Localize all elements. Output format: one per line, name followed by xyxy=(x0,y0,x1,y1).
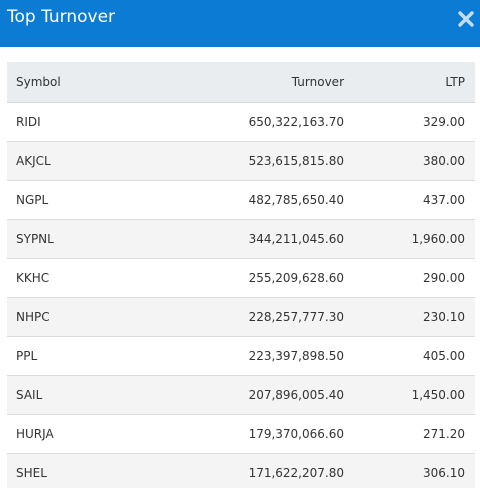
table-row[interactable]: RIDI 650,322,163.70 329.00 xyxy=(7,102,475,142)
table-row[interactable]: HURJA 179,370,066.60 271.20 xyxy=(7,414,475,454)
cell-ltp: 405.00 xyxy=(347,336,475,376)
column-header-turnover[interactable]: Turnover xyxy=(157,62,347,103)
table-row[interactable]: SYPNL 344,211,045.60 1,960.00 xyxy=(7,219,475,259)
cell-symbol: NHPC xyxy=(7,297,157,337)
modal-title: Top Turnover xyxy=(7,7,116,27)
table-row[interactable]: KKHC 255,209,628.60 290.00 xyxy=(7,258,475,298)
cell-turnover: 179,370,066.60 xyxy=(157,414,347,454)
column-header-symbol[interactable]: Symbol xyxy=(7,62,157,103)
cell-symbol: SAIL xyxy=(7,375,157,415)
cell-ltp: 380.00 xyxy=(347,141,475,181)
table-row[interactable]: NHPC 228,257,777.30 230.10 xyxy=(7,297,475,337)
cell-symbol: NGPL xyxy=(7,180,157,220)
cell-turnover: 171,622,207.80 xyxy=(157,453,347,488)
cell-turnover: 223,397,898.50 xyxy=(157,336,347,376)
cell-symbol: SHEL xyxy=(7,453,157,488)
cell-symbol: AKJCL xyxy=(7,141,157,181)
column-header-ltp[interactable]: LTP xyxy=(347,62,475,103)
cell-symbol: HURJA xyxy=(7,414,157,454)
table-row[interactable]: SHEL 171,622,207.80 306.10 xyxy=(7,453,475,488)
cell-symbol: RIDI xyxy=(7,102,157,142)
close-button[interactable] xyxy=(454,8,478,30)
cell-ltp: 306.10 xyxy=(347,453,475,488)
cell-symbol: KKHC xyxy=(7,258,157,298)
turnover-table: Symbol Turnover LTP RIDI 650,322,163.70 … xyxy=(7,62,475,488)
turnover-table-container: Symbol Turnover LTP RIDI 650,322,163.70 … xyxy=(7,62,475,488)
cell-ltp: 1,450.00 xyxy=(347,375,475,415)
table-row[interactable]: SAIL 207,896,005.40 1,450.00 xyxy=(7,375,475,415)
cell-ltp: 437.00 xyxy=(347,180,475,220)
cell-ltp: 1,960.00 xyxy=(347,219,475,259)
table-row[interactable]: PPL 223,397,898.50 405.00 xyxy=(7,336,475,376)
cell-ltp: 290.00 xyxy=(347,258,475,298)
cell-turnover: 255,209,628.60 xyxy=(157,258,347,298)
cell-turnover: 482,785,650.40 xyxy=(157,180,347,220)
cell-turnover: 650,322,163.70 xyxy=(157,102,347,142)
close-x-icon xyxy=(458,11,474,27)
table-row[interactable]: NGPL 482,785,650.40 437.00 xyxy=(7,180,475,220)
cell-turnover: 344,211,045.60 xyxy=(157,219,347,259)
cell-symbol: PPL xyxy=(7,336,157,376)
cell-symbol: SYPNL xyxy=(7,219,157,259)
cell-turnover: 228,257,777.30 xyxy=(157,297,347,337)
cell-ltp: 329.00 xyxy=(347,102,475,142)
modal-header: Top Turnover xyxy=(0,0,480,47)
cell-turnover: 523,615,815.80 xyxy=(157,141,347,181)
cell-ltp: 230.10 xyxy=(347,297,475,337)
cell-ltp: 271.20 xyxy=(347,414,475,454)
table-header-row: Symbol Turnover LTP xyxy=(7,62,475,103)
cell-turnover: 207,896,005.40 xyxy=(157,375,347,415)
table-row[interactable]: AKJCL 523,615,815.80 380.00 xyxy=(7,141,475,181)
